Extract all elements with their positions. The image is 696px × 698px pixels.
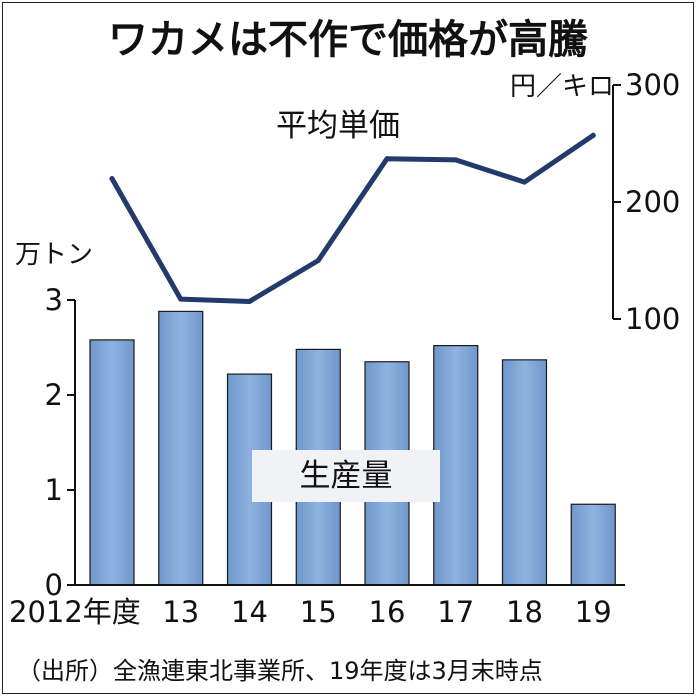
chart-svg: ワカメは不作で価格が高騰 生産量 0 1 2 3 100 200 300 2012年度 13…	[9, 17, 680, 685]
left-axis-unit: 万トン	[15, 240, 93, 270]
left-tick-label-1: 1	[45, 473, 63, 507]
bar-5	[433, 345, 479, 586]
left-axis: 0 1 2 3	[45, 283, 625, 602]
x-tick-label-1: 13	[162, 595, 199, 629]
price-point-3	[315, 258, 321, 263]
price-point-2	[247, 298, 252, 304]
bar-6	[501, 359, 548, 586]
price-point-0	[109, 176, 115, 182]
x-tick-label-7: 19	[575, 595, 612, 629]
bar-series-label-bg	[252, 450, 440, 502]
source-note: （出所）全漁連東北事業所、19年度は3月末時点	[17, 657, 543, 685]
left-tick-label-2: 2	[45, 378, 63, 412]
x-tick-label-6: 18	[506, 595, 543, 629]
x-tick-label-4: 16	[369, 595, 406, 629]
right-tick-label-1: 200	[625, 185, 680, 219]
right-tick-label-0: 100	[625, 302, 680, 336]
chart-title: ワカメは不作で価格が高騰	[108, 17, 588, 63]
price-point-7	[590, 132, 596, 138]
x-axis-labels: 2012年度 13 14 15 16 17 18 19	[9, 595, 612, 629]
bar-1	[158, 310, 204, 586]
bar-7	[570, 503, 616, 586]
x-tick-label-5: 17	[437, 595, 474, 629]
price-point-4	[384, 156, 390, 162]
right-axis: 100 200 300	[612, 68, 680, 336]
left-tick-label-0: 0	[45, 568, 63, 602]
right-axis-unit: 円／キロ	[510, 72, 614, 102]
line-series	[109, 132, 596, 304]
bar-series-label-box: 生産量	[252, 450, 440, 502]
left-tick-label-3: 3	[45, 283, 63, 317]
x-tick-label-3: 15	[300, 595, 337, 629]
price-point-5	[453, 157, 459, 163]
price-point-6	[522, 179, 527, 185]
price-point-1	[178, 296, 184, 302]
line-series-label: 平均単価	[276, 108, 400, 144]
bar-0	[89, 339, 135, 586]
price-line	[109, 132, 596, 304]
x-tick-label-2: 14	[231, 595, 268, 629]
right-tick-label-2: 300	[625, 68, 680, 102]
bar-series	[89, 310, 616, 586]
bar-series-label: 生産量	[300, 458, 393, 494]
x-tick-label-0: 2012年度	[9, 595, 141, 629]
